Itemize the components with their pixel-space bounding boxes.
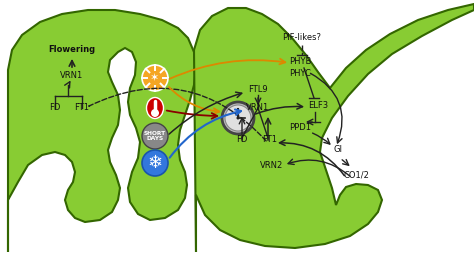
- Circle shape: [142, 150, 168, 176]
- Text: SHORT
DAYS: SHORT DAYS: [144, 131, 166, 141]
- Text: GI: GI: [334, 145, 343, 155]
- Text: VRN2: VRN2: [260, 161, 283, 169]
- Text: FT1: FT1: [74, 103, 90, 112]
- FancyArrowPatch shape: [89, 88, 266, 141]
- Text: FD: FD: [49, 103, 61, 112]
- Circle shape: [142, 65, 168, 91]
- Circle shape: [142, 123, 168, 149]
- Ellipse shape: [146, 98, 164, 119]
- Text: Flowering: Flowering: [48, 46, 96, 55]
- Circle shape: [151, 109, 159, 117]
- Text: VRN1: VRN1: [246, 103, 270, 112]
- Text: CO1/2: CO1/2: [343, 170, 369, 179]
- Circle shape: [225, 105, 251, 131]
- Polygon shape: [194, 4, 474, 252]
- Text: ELF3: ELF3: [308, 101, 328, 110]
- Text: FTL9: FTL9: [248, 86, 268, 94]
- Text: FT1: FT1: [263, 135, 277, 144]
- Text: PHYC: PHYC: [289, 69, 311, 79]
- Text: VRN1: VRN1: [60, 70, 83, 80]
- Text: ❄: ❄: [147, 154, 163, 172]
- Text: ✶: ✶: [150, 73, 160, 83]
- Text: PPD1: PPD1: [289, 123, 311, 133]
- Circle shape: [222, 102, 254, 134]
- Circle shape: [237, 116, 239, 120]
- Text: FD: FD: [237, 135, 248, 144]
- Polygon shape: [8, 10, 196, 252]
- Text: PIF-likes?: PIF-likes?: [283, 34, 321, 42]
- Text: PHYB: PHYB: [289, 58, 311, 67]
